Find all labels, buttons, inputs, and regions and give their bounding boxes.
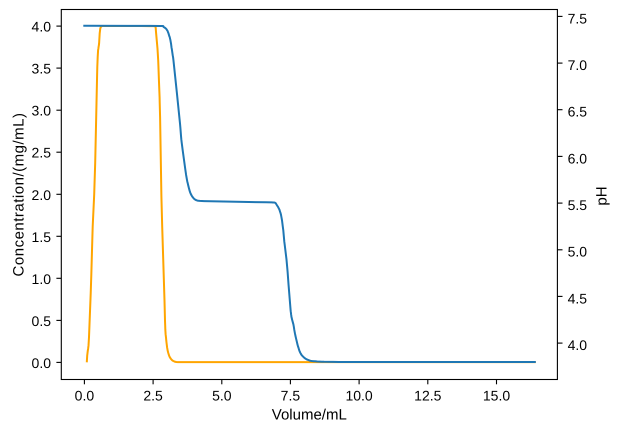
svg-text:5.0: 5.0 (568, 244, 588, 260)
svg-text:2.5: 2.5 (143, 387, 163, 403)
svg-text:5.5: 5.5 (568, 197, 588, 213)
svg-text:4.5: 4.5 (568, 290, 588, 306)
svg-text:5.0: 5.0 (212, 387, 232, 403)
svg-text:1.5: 1.5 (32, 229, 52, 245)
svg-text:12.5: 12.5 (414, 387, 441, 403)
svg-text:0.0: 0.0 (75, 387, 95, 403)
svg-text:1.0: 1.0 (32, 271, 52, 287)
svg-text:7.5: 7.5 (281, 387, 301, 403)
svg-text:Concentration/(mg/mL): Concentration/(mg/mL) (10, 113, 27, 277)
svg-text:3.0: 3.0 (32, 103, 52, 119)
svg-text:6.5: 6.5 (568, 104, 588, 120)
svg-text:7.5: 7.5 (568, 10, 588, 26)
svg-text:10.0: 10.0 (345, 387, 372, 403)
svg-text:6.0: 6.0 (568, 150, 588, 166)
svg-text:3.5: 3.5 (32, 61, 52, 77)
svg-text:pH: pH (594, 186, 611, 205)
svg-text:Volume/mL: Volume/mL (272, 406, 347, 423)
svg-text:0.5: 0.5 (32, 313, 52, 329)
svg-text:15.0: 15.0 (483, 387, 510, 403)
svg-text:4.0: 4.0 (568, 337, 588, 353)
svg-text:7.0: 7.0 (568, 57, 588, 73)
svg-text:0.0: 0.0 (32, 355, 52, 371)
svg-text:2.0: 2.0 (32, 187, 52, 203)
svg-text:2.5: 2.5 (32, 145, 52, 161)
svg-text:4.0: 4.0 (32, 19, 52, 35)
